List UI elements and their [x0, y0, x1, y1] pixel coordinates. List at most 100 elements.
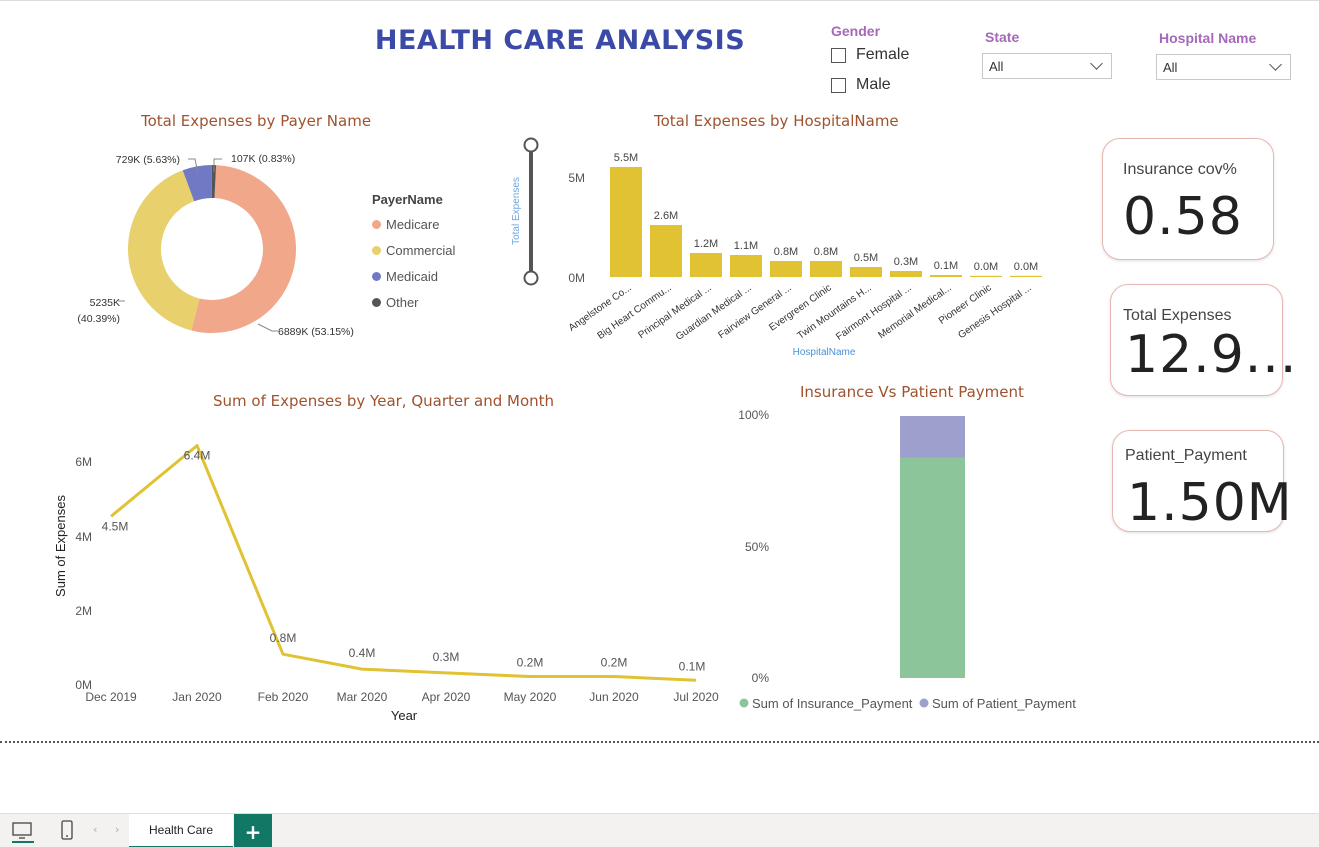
chevron-down-icon: [1269, 58, 1282, 71]
line-path[interactable]: [110, 444, 697, 682]
line-data-label: 0.8M: [270, 631, 297, 645]
bar-data-label: 0.5M: [854, 252, 878, 264]
stacked-bar-chart: 100% 50% 0% Sum of Insurance_Payment Sum…: [738, 408, 1076, 711]
leader-line: [213, 158, 222, 172]
x-tick-label: Apr 2020: [422, 690, 471, 704]
legend-label: Medicaid: [386, 268, 439, 284]
hospital-dropdown[interactable]: All: [1156, 54, 1291, 80]
legend-label: Medicare: [386, 216, 440, 232]
legend-item-other[interactable]: Other: [372, 289, 455, 315]
donut-chart: 729K (5.63%) 107K (0.83%) 5235K (40.39%)…: [77, 153, 354, 338]
x-tick-label: Jun 2020: [589, 690, 639, 704]
x-tick-label: Guardian Medical ...: [674, 282, 754, 342]
x-tick-label: Feb 2020: [258, 690, 309, 704]
legend-dot: [372, 271, 381, 281]
slice-label-other: 107K (0.83%): [231, 153, 295, 165]
legend-item-commercial[interactable]: Commercial: [372, 237, 455, 263]
desktop-layout-icon[interactable]: [10, 821, 36, 843]
line-chart-title: Sum of Expenses by Year, Quarter and Mon…: [213, 392, 555, 410]
slice-label-medicare: 6889K (53.15%): [278, 326, 354, 338]
hospital-bar[interactable]: [650, 225, 682, 277]
kpi-label: Patient_Payment: [1125, 447, 1247, 464]
line-data-label: 0.3M: [433, 650, 460, 664]
chevron-right-icon[interactable]: ›: [115, 823, 120, 836]
kpi-value: 1.50M: [1127, 473, 1293, 533]
hospital-bar[interactable]: [730, 255, 762, 277]
x-tick-label: Jul 2020: [673, 690, 719, 704]
stacked-segment[interactable]: [900, 457, 965, 678]
plus-icon: +: [244, 819, 262, 844]
kpi-value: 12.9...: [1125, 325, 1298, 385]
bar-data-label: 0.3M: [894, 256, 918, 268]
legend-dot: [372, 297, 381, 307]
hospital-dropdown-value: All: [1163, 59, 1178, 75]
x-tick-label: Jan 2020: [172, 690, 222, 704]
gender-slicer-title: Gender: [831, 23, 881, 39]
donut-legend: PayerName Medicare Commercial Medicaid O…: [372, 192, 455, 315]
kpi-label: Insurance cov%: [1123, 161, 1237, 178]
y-tick-label: 50%: [745, 540, 769, 554]
stacked-segment[interactable]: [900, 416, 965, 458]
gender-option-female[interactable]: Female: [831, 46, 909, 64]
x-tick-label: May 2020: [504, 690, 557, 704]
legend-item-medicaid[interactable]: Medicaid: [372, 263, 455, 289]
hospital-bar[interactable]: [690, 253, 722, 277]
page-boundary-divider: [0, 741, 1319, 743]
hospital-bar[interactable]: [890, 271, 922, 277]
legend-insurance-payment[interactable]: Sum of Insurance_Payment: [752, 696, 913, 711]
y-tick-label: 6M: [75, 455, 92, 469]
legend-patient-payment[interactable]: Sum of Patient_Payment: [932, 696, 1076, 711]
hospital-bar[interactable]: [610, 167, 642, 277]
bar-data-label: 0.0M: [974, 261, 998, 273]
bar-data-label: 0.8M: [774, 246, 798, 258]
y-tick-label: 0M: [75, 678, 92, 692]
x-tick-label: Mar 2020: [337, 690, 388, 704]
legend-item-medicare[interactable]: Medicare: [372, 211, 455, 237]
bar-data-label: 0.0M: [1014, 261, 1038, 273]
donut-slices: [128, 165, 297, 333]
kpi-card-patient-payment[interactable]: Patient_Payment 1.50M: [1112, 430, 1292, 533]
zoom-slider-handle-bottom[interactable]: [523, 270, 539, 286]
y-tick-label: 4M: [75, 530, 92, 544]
kpi-card-total-expenses[interactable]: Total Expenses 12.9...: [1110, 284, 1296, 396]
y-tick-label: 2M: [75, 604, 92, 618]
bar-data-label: 5.5M: [614, 152, 638, 164]
add-page-button[interactable]: +: [234, 814, 272, 847]
kpi-label: Total Expenses: [1123, 307, 1232, 324]
female-checkbox[interactable]: [831, 47, 846, 63]
hospital-bar[interactable]: [970, 275, 1002, 277]
tab-health-care[interactable]: Health Care: [129, 814, 233, 847]
chevron-left-icon[interactable]: ‹: [93, 823, 98, 836]
donut-slice-medicaid[interactable]: [182, 165, 212, 202]
y-axis-title: Sum of Expenses: [53, 495, 68, 597]
zoom-slider-handle-top[interactable]: [523, 137, 539, 153]
line-data-label: 6.4M: [184, 449, 211, 463]
mobile-layout-icon[interactable]: [58, 819, 76, 843]
hospital-bar[interactable]: [770, 261, 802, 277]
male-checkbox[interactable]: [831, 77, 846, 93]
kpi-card-insurance-coverage[interactable]: Insurance cov% 0.58: [1102, 138, 1274, 260]
hospital-bar[interactable]: [1010, 275, 1042, 277]
gender-option-male[interactable]: Male: [831, 76, 891, 94]
hospital-bar[interactable]: [850, 267, 882, 277]
hospital-bar[interactable]: [930, 275, 962, 277]
x-tick-label: Dec 2019: [85, 690, 137, 704]
donut-slice-medicare[interactable]: [191, 165, 297, 333]
donut-slice-other[interactable]: [211, 165, 217, 199]
legend-dot: [372, 245, 381, 255]
tab-label: Health Care: [148, 823, 214, 837]
donut-slice-commercial[interactable]: [128, 170, 200, 331]
state-dropdown-value: All: [989, 58, 1004, 74]
hospital-bar[interactable]: [810, 261, 842, 277]
state-dropdown[interactable]: All: [982, 53, 1112, 79]
bar-data-label: 0.8M: [814, 246, 838, 258]
page-tab-bar: ‹ › Health Care +: [0, 813, 1319, 847]
male-label: Male: [856, 76, 891, 93]
line-data-label: 0.2M: [517, 656, 544, 670]
x-tick-label: Big Heart Commu...: [595, 282, 673, 341]
stacked-chart-title: Insurance Vs Patient Payment: [800, 383, 1024, 401]
slice-label-commercial-pct: (40.39%): [77, 313, 120, 325]
